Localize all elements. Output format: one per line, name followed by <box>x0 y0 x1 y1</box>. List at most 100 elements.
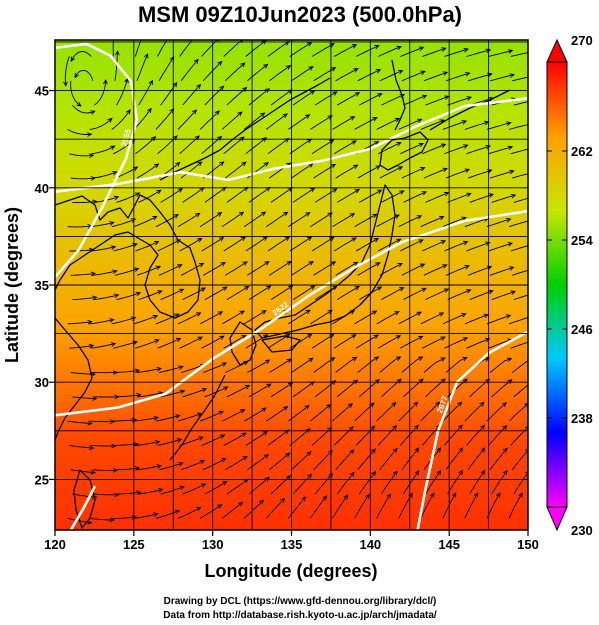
streamline <box>420 312 444 325</box>
streamline-arrow <box>88 153 95 159</box>
streamline <box>442 313 466 325</box>
coastline-taiwan <box>73 469 96 529</box>
streamline-arrow <box>484 357 491 362</box>
streamline <box>354 494 370 519</box>
colorbar-ticks: 230 238 246 254 262 270 <box>547 33 593 538</box>
streamline-arrow <box>110 245 117 250</box>
streamline <box>357 69 381 82</box>
streamline-arrow <box>328 472 334 478</box>
streamline <box>332 403 353 422</box>
streamline <box>180 161 202 179</box>
streamline <box>138 189 162 203</box>
streamline-arrow <box>244 285 250 291</box>
streamline <box>447 470 463 495</box>
streamline-arrow <box>394 214 400 219</box>
streamline-arrow <box>375 165 381 170</box>
streamline-arrow <box>219 434 226 439</box>
streamline <box>269 261 292 276</box>
streamline <box>114 467 140 471</box>
streamline <box>355 238 379 252</box>
streamline-arrow <box>241 334 247 340</box>
streamline <box>513 197 528 203</box>
streamline-arrow <box>391 401 397 407</box>
streamline <box>136 465 162 471</box>
streamline-arrow <box>396 45 403 51</box>
streamline <box>199 504 222 519</box>
streamline-arrow <box>263 63 269 69</box>
streamline <box>69 153 94 157</box>
streamline <box>180 263 204 276</box>
streamline-arrow <box>529 359 533 363</box>
streamline <box>111 109 131 130</box>
streamline <box>423 357 446 373</box>
streamline <box>447 289 471 301</box>
streamline <box>221 310 245 325</box>
streamline <box>204 186 227 203</box>
y-tick-label: 35 <box>35 278 49 293</box>
streamline <box>179 238 202 252</box>
streamline <box>289 42 312 57</box>
streamline <box>314 380 336 398</box>
streamline-arrow <box>168 32 172 36</box>
streamline <box>69 444 94 449</box>
streamline <box>243 310 267 325</box>
streamline-arrow <box>354 92 361 97</box>
streamline-arrow <box>376 189 383 195</box>
isotherm <box>55 42 139 279</box>
streamline <box>508 403 528 422</box>
streamline <box>464 492 479 519</box>
streamline <box>403 470 420 495</box>
streamline-arrow <box>241 432 247 438</box>
streamline-arrow <box>347 402 353 408</box>
streamline <box>332 116 355 130</box>
streamline <box>310 212 333 228</box>
streamline <box>510 341 528 349</box>
streamline-arrow <box>174 509 181 515</box>
streamline <box>398 401 418 422</box>
streamline <box>245 236 268 252</box>
streamline <box>469 470 486 495</box>
streamline <box>510 148 528 155</box>
streamline <box>442 401 463 422</box>
streamline <box>67 225 92 228</box>
streamline <box>177 312 201 325</box>
streamline <box>292 187 315 203</box>
streamline <box>466 49 491 57</box>
streamline-arrow <box>92 396 98 401</box>
streamline <box>159 366 183 373</box>
streamline <box>114 268 139 276</box>
streamline-arrow <box>332 188 338 193</box>
streamline <box>311 237 334 252</box>
coastline-russia <box>159 77 331 181</box>
streamline <box>199 410 224 422</box>
streamline-arrow <box>396 142 402 147</box>
streamline <box>94 294 119 301</box>
streamline-arrow <box>327 115 333 120</box>
streamline <box>155 108 174 130</box>
streamline-arrow <box>375 262 381 267</box>
streamline-arrow <box>466 96 472 101</box>
streamline <box>69 345 94 349</box>
streamline <box>157 337 181 349</box>
streamline <box>400 335 423 349</box>
streamline <box>379 166 403 179</box>
streamline-arrow <box>241 161 247 167</box>
streamline <box>182 84 201 106</box>
streamline-arrow <box>462 240 469 246</box>
streamline <box>400 239 424 252</box>
streamline <box>269 452 290 471</box>
streamline <box>247 261 270 276</box>
x-tick-label: 130 <box>202 537 224 552</box>
streamline <box>510 245 528 252</box>
streamline <box>420 119 445 130</box>
streamline <box>133 315 158 325</box>
streamline-arrow <box>463 144 469 149</box>
x-axis-label: Longitude (degrees) <box>204 561 377 581</box>
streamline-arrow <box>143 52 149 59</box>
streamline-arrow <box>351 334 357 339</box>
streamline <box>444 48 469 57</box>
streamline-arrow <box>483 313 489 319</box>
streamline <box>69 249 94 252</box>
streamline-arrow <box>392 447 398 454</box>
